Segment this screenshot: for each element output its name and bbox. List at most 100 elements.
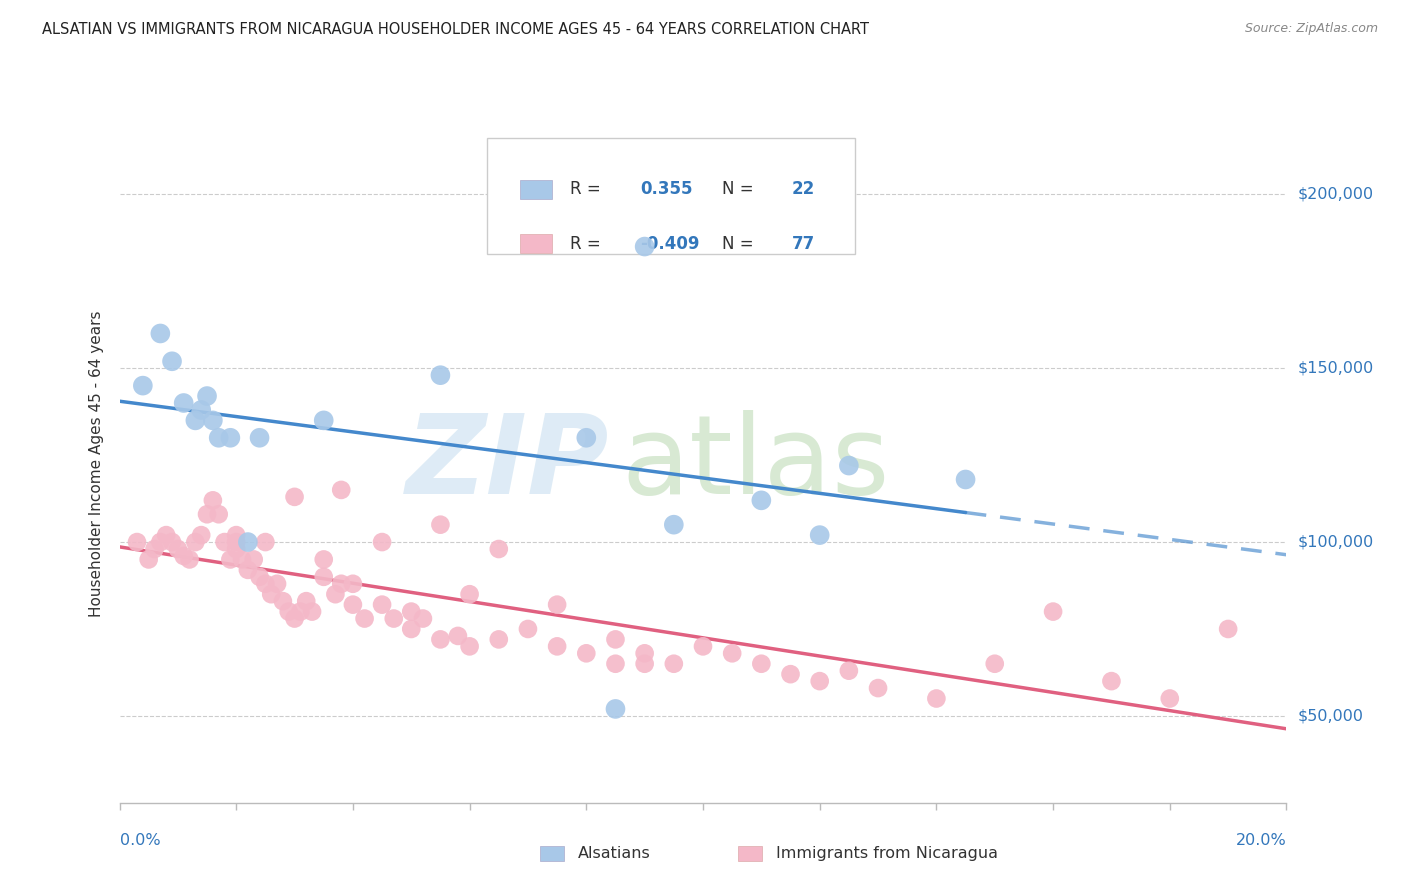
Point xyxy=(399,622,422,636)
Text: R =: R = xyxy=(569,180,606,198)
Text: 77: 77 xyxy=(792,235,815,252)
Point xyxy=(236,535,259,549)
Point xyxy=(236,563,259,577)
Point xyxy=(983,657,1005,671)
Point xyxy=(225,541,247,556)
Point xyxy=(201,493,224,508)
Text: 0.355: 0.355 xyxy=(640,180,693,198)
Point xyxy=(575,646,598,660)
Point xyxy=(429,368,451,383)
Point xyxy=(662,517,685,532)
Point xyxy=(330,576,353,591)
FancyBboxPatch shape xyxy=(738,847,762,861)
Point xyxy=(721,646,744,660)
Point xyxy=(458,587,481,601)
Point xyxy=(1159,691,1181,706)
Point xyxy=(399,605,422,619)
Point xyxy=(692,640,714,654)
Point xyxy=(662,657,685,671)
Point xyxy=(808,674,831,689)
Point xyxy=(633,239,655,253)
Point xyxy=(201,413,224,427)
Point xyxy=(633,657,655,671)
Point xyxy=(138,552,160,566)
Point xyxy=(808,528,831,542)
Point xyxy=(353,611,375,625)
Point xyxy=(225,528,247,542)
Point xyxy=(371,598,394,612)
Text: ZIP: ZIP xyxy=(406,410,610,517)
Point xyxy=(260,587,283,601)
Point xyxy=(184,535,207,549)
Point xyxy=(143,541,166,556)
Point xyxy=(866,681,889,695)
Point xyxy=(179,552,201,566)
Point xyxy=(488,632,510,647)
Text: Alsatians: Alsatians xyxy=(578,847,651,861)
FancyBboxPatch shape xyxy=(520,234,553,253)
Point xyxy=(429,632,451,647)
Point xyxy=(925,691,948,706)
Text: 22: 22 xyxy=(792,180,815,198)
Point xyxy=(605,657,627,671)
Point xyxy=(195,389,218,403)
Text: N =: N = xyxy=(721,180,759,198)
Point xyxy=(277,605,299,619)
Text: Source: ZipAtlas.com: Source: ZipAtlas.com xyxy=(1244,22,1378,36)
Point xyxy=(751,493,773,508)
Point xyxy=(149,326,172,341)
Point xyxy=(605,632,627,647)
Point xyxy=(283,490,307,504)
Point xyxy=(219,431,242,445)
Point xyxy=(312,552,335,566)
Point xyxy=(429,517,451,532)
Point xyxy=(266,576,288,591)
Point xyxy=(301,605,323,619)
Point xyxy=(166,541,188,556)
Text: $100,000: $100,000 xyxy=(1298,534,1374,549)
Point xyxy=(412,611,434,625)
Point xyxy=(208,508,231,522)
Point xyxy=(190,403,212,417)
Point xyxy=(254,535,277,549)
Point xyxy=(1216,622,1240,636)
Point xyxy=(955,473,977,487)
Point xyxy=(249,570,271,584)
Point xyxy=(447,629,470,643)
Point xyxy=(295,594,318,608)
Text: $50,000: $50,000 xyxy=(1298,708,1364,723)
FancyBboxPatch shape xyxy=(540,847,564,861)
Text: 0.0%: 0.0% xyxy=(120,833,160,848)
Point xyxy=(184,413,207,427)
Text: R =: R = xyxy=(569,235,606,252)
Point xyxy=(249,431,271,445)
Text: atlas: atlas xyxy=(621,410,890,517)
Point xyxy=(633,646,655,660)
Point xyxy=(271,594,294,608)
Point xyxy=(342,576,364,591)
Point xyxy=(312,570,335,584)
Point xyxy=(225,535,247,549)
Point xyxy=(231,552,253,566)
Point xyxy=(219,552,242,566)
FancyBboxPatch shape xyxy=(520,180,553,199)
Point xyxy=(208,431,231,445)
Point xyxy=(160,535,183,549)
Point xyxy=(132,378,155,392)
Point xyxy=(517,622,540,636)
Point xyxy=(325,587,347,601)
Point xyxy=(173,549,195,563)
Point xyxy=(575,431,598,445)
Point xyxy=(1042,605,1064,619)
Point xyxy=(190,528,212,542)
Text: N =: N = xyxy=(721,235,759,252)
Point xyxy=(779,667,801,681)
Point xyxy=(838,664,860,678)
Point xyxy=(254,576,277,591)
Text: $150,000: $150,000 xyxy=(1298,360,1374,376)
Point xyxy=(149,535,172,549)
Point xyxy=(546,640,568,654)
Point xyxy=(546,598,568,612)
Point xyxy=(838,458,860,473)
Text: ALSATIAN VS IMMIGRANTS FROM NICARAGUA HOUSEHOLDER INCOME AGES 45 - 64 YEARS CORR: ALSATIAN VS IMMIGRANTS FROM NICARAGUA HO… xyxy=(42,22,869,37)
